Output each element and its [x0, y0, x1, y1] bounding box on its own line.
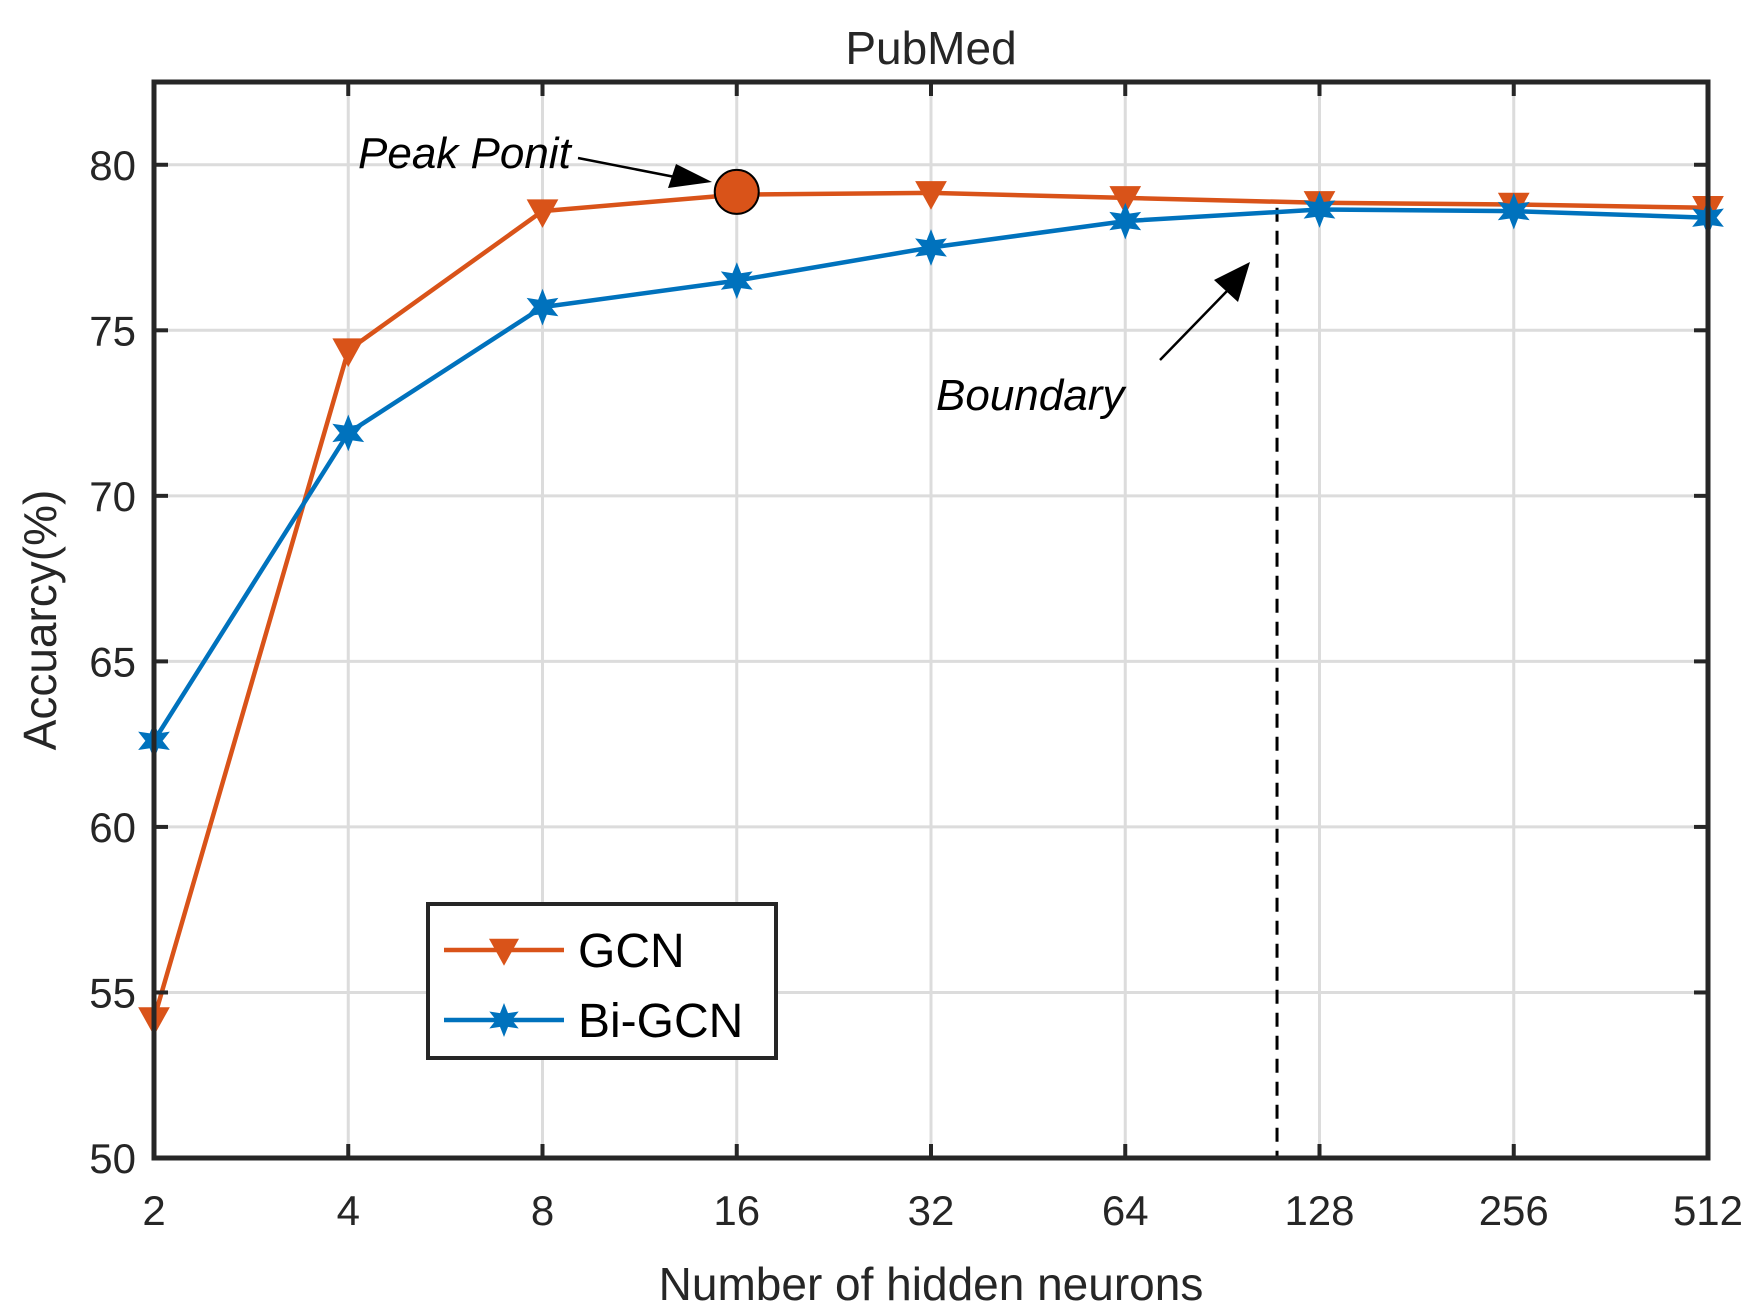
x-tick-label: 4	[337, 1187, 360, 1234]
bi-gcn-marker	[1109, 202, 1142, 240]
bi-gcn-marker	[526, 288, 559, 326]
y-tick-label: 60	[89, 804, 136, 851]
x-tick-label: 8	[531, 1187, 554, 1234]
legend-label-bi-gcn: Bi-GCN	[578, 995, 743, 1048]
bi-gcn-marker	[1497, 192, 1530, 230]
peak-point-marker	[713, 168, 760, 215]
legend-box	[426, 902, 778, 1060]
y-tick-label: 50	[89, 1135, 136, 1182]
gcn-marker	[526, 199, 559, 228]
grid	[152, 82, 1710, 1160]
peak-arrow-line	[577, 156, 681, 180]
peak-arrow-head	[668, 164, 712, 188]
gcn-marker	[1109, 186, 1142, 215]
bi-gcn-marker	[332, 414, 365, 452]
x-axis-title: Number of hidden neurons	[659, 1258, 1204, 1310]
x-tick-label: 32	[908, 1187, 955, 1234]
x-tick-label: 512	[1673, 1187, 1743, 1234]
gcn-marker	[915, 181, 947, 210]
bi-gcn-marker	[915, 229, 947, 266]
y-tick-label: 65	[89, 638, 136, 685]
y-tick-label: 55	[89, 969, 136, 1016]
annotations: Peak Ponit Boundary	[358, 129, 1250, 420]
legend-label-gcn: GCN	[578, 925, 685, 978]
boundary-label: Boundary	[936, 371, 1127, 420]
bi-gcn-marker	[1303, 191, 1336, 228]
x-tick-label: 256	[1479, 1187, 1549, 1234]
y-tick-label: 70	[89, 473, 136, 520]
chart-title: PubMed	[845, 22, 1016, 74]
gcn-marker	[332, 338, 365, 367]
x-tick-label: 16	[713, 1187, 760, 1234]
y-axis-title: Accuarcy(%)	[14, 490, 66, 751]
legend-gcn-marker	[489, 938, 519, 966]
tick-labels: 2 4 8 16 32 64 128 256 512 50 55 60 65 70 75 80	[89, 142, 1743, 1234]
boundary-arrow-head	[1214, 262, 1250, 302]
x-tick-label: 2	[142, 1187, 165, 1234]
legend: GCN Bi-GCN	[426, 902, 778, 1060]
axes	[151, 79, 1711, 1161]
legend-bi-gcn-marker	[489, 1003, 519, 1037]
x-tick-label: 128	[1284, 1187, 1354, 1234]
y-tick-label: 75	[89, 307, 136, 354]
bi-gcn-marker	[720, 262, 753, 299]
x-tick-label: 64	[1102, 1187, 1149, 1234]
y-tick-label: 80	[89, 142, 136, 189]
peak-point-label: Peak Ponit	[358, 129, 573, 178]
boundary-arrow-line	[1159, 289, 1229, 361]
